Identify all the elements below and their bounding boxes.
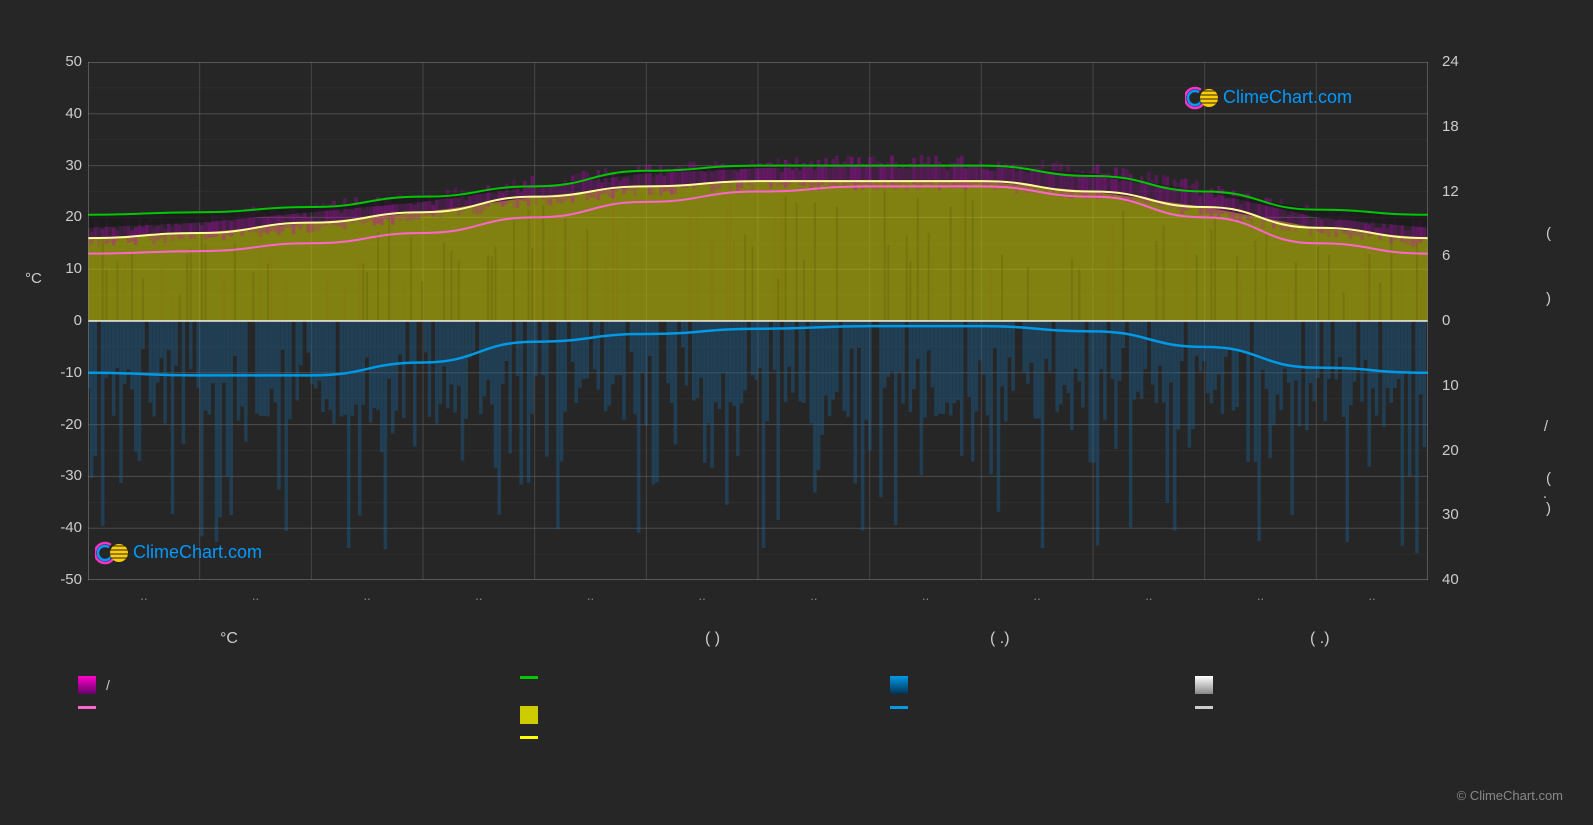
y-tick-right-top: 6 xyxy=(1442,247,1482,264)
x-tick: .. xyxy=(364,588,371,603)
y-tick-left: 0 xyxy=(42,312,82,329)
legend-item xyxy=(890,676,918,694)
legend-swatch xyxy=(78,706,96,709)
y-tick-right-top: 0 xyxy=(1442,312,1482,329)
legend-swatch xyxy=(520,706,538,724)
climechart-logo-icon xyxy=(1185,85,1217,109)
climechart-logo: ClimeChart.com xyxy=(1185,85,1352,109)
y-tick-right-bottom: 40 xyxy=(1442,571,1482,588)
x-tick: .. xyxy=(1034,588,1041,603)
legend-swatch xyxy=(1195,706,1213,709)
climechart-logo-icon xyxy=(95,540,127,564)
legend-item xyxy=(520,676,548,679)
legend-swatch xyxy=(520,736,538,739)
right-axis-paren: ( xyxy=(1546,225,1551,242)
right-axis-paren4: ) xyxy=(1546,500,1551,517)
y-tick-left: -50 xyxy=(42,571,82,588)
x-tick: .. xyxy=(699,588,706,603)
logo-text: ClimeChart.com xyxy=(133,542,262,563)
legend-swatch xyxy=(1195,676,1213,694)
y-tick-left: 10 xyxy=(42,260,82,277)
legend-header-label: ( ) xyxy=(705,630,720,648)
attribution: © ClimeChart.com xyxy=(1457,788,1563,803)
legend-header-label: °C xyxy=(220,630,238,648)
legend-item xyxy=(78,706,106,709)
legend-item xyxy=(1195,676,1223,694)
chart-svg xyxy=(88,62,1428,580)
legend-item xyxy=(1195,706,1223,709)
legend-header: °C ( ) ( .) ( .) xyxy=(70,630,1520,656)
x-tick: .. xyxy=(587,588,594,603)
right-axis-slash: / xyxy=(1544,418,1548,435)
x-tick: .. xyxy=(1369,588,1376,603)
right-axis-paren2: ) xyxy=(1546,290,1551,307)
legend-label: / xyxy=(106,677,110,693)
y-tick-left: -40 xyxy=(42,519,82,536)
y-tick-left: 20 xyxy=(42,208,82,225)
y-tick-left: -30 xyxy=(42,467,82,484)
legend-header-label: ( .) xyxy=(990,630,1010,648)
y-tick-left: 50 xyxy=(42,53,82,70)
y-tick-right-top: 18 xyxy=(1442,118,1482,135)
x-tick: .. xyxy=(475,588,482,603)
y-tick-right-bottom: 30 xyxy=(1442,506,1482,523)
x-tick: .. xyxy=(1257,588,1264,603)
y-axis-left-unit: °C xyxy=(25,270,42,287)
x-tick: .. xyxy=(1145,588,1152,603)
y-tick-right-top: 24 xyxy=(1442,53,1482,70)
x-tick: .. xyxy=(810,588,817,603)
legend-item: / xyxy=(78,676,110,694)
legend-swatch xyxy=(520,676,538,679)
y-tick-left: 30 xyxy=(42,157,82,174)
climechart-logo: ClimeChart.com xyxy=(95,540,262,564)
legend-swatch xyxy=(890,676,908,694)
y-tick-right-bottom: 20 xyxy=(1442,442,1482,459)
legend-item xyxy=(890,706,918,709)
x-tick: .. xyxy=(922,588,929,603)
x-tick: .. xyxy=(140,588,147,603)
y-tick-left: -20 xyxy=(42,416,82,433)
legend-item xyxy=(520,736,548,739)
y-tick-left: 40 xyxy=(42,105,82,122)
legend-item xyxy=(520,706,548,724)
y-tick-left: -10 xyxy=(42,364,82,381)
legend-swatch xyxy=(78,676,96,694)
logo-text: ClimeChart.com xyxy=(1223,87,1352,108)
legend-header-label: ( .) xyxy=(1310,630,1330,648)
y-tick-right-bottom: 10 xyxy=(1442,377,1482,394)
legend-swatch xyxy=(890,706,908,709)
y-tick-right-top: 12 xyxy=(1442,183,1482,200)
x-tick: .. xyxy=(252,588,259,603)
legend: °C( )( .)( .) / xyxy=(70,630,1520,676)
chart-plot-area xyxy=(88,62,1428,580)
